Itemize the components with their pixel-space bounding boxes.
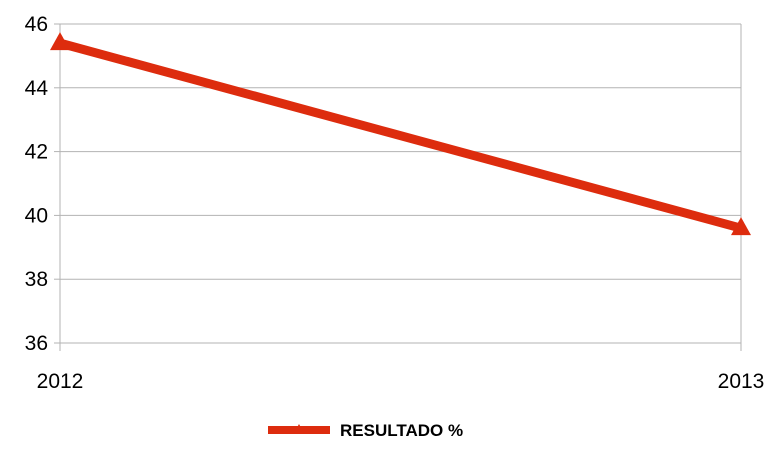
y-tick-label: 42 (25, 141, 48, 164)
y-tick-label: 44 (25, 77, 49, 100)
gridlines (60, 23, 741, 344)
x-axis-ticks: 2012 2013 (37, 370, 765, 393)
x-tick-label: 2013 (718, 370, 765, 393)
data-point-marker (731, 217, 751, 236)
y-tick-label: 40 (25, 204, 48, 227)
series-line (58, 38, 743, 233)
axes (54, 23, 742, 351)
legend-marker-swatch (293, 424, 305, 434)
x-tick-label: 2012 (37, 370, 84, 393)
legend-label: RESULTADO % (340, 421, 463, 440)
y-axis-ticks: 36 38 40 42 44 46 (25, 13, 49, 355)
y-tick-label: 46 (25, 13, 48, 36)
data-point-marker (50, 32, 70, 51)
y-tick-label: 38 (25, 268, 48, 291)
y-tick-label: 36 (25, 332, 48, 355)
series-group (50, 32, 751, 236)
legend: RESULTADO % (268, 421, 463, 440)
